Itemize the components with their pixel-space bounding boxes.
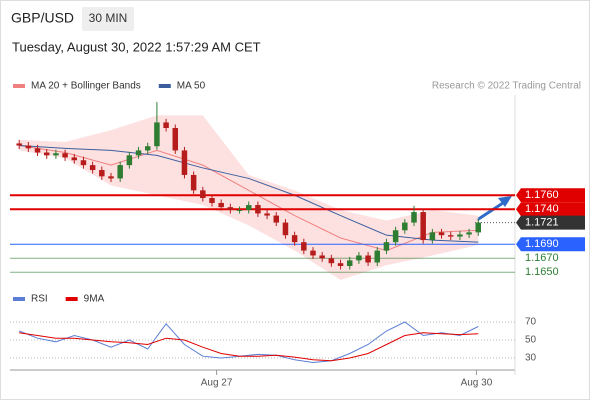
candle-body [25, 145, 32, 149]
candle-body [89, 165, 96, 171]
ma50-line [19, 145, 479, 243]
candle-body [420, 212, 426, 241]
candle-body [99, 170, 105, 177]
candle-body [402, 222, 408, 231]
candle-body [466, 232, 472, 235]
legend-label: MA 50 [177, 81, 206, 92]
candle-body [190, 174, 197, 191]
candle-body [144, 146, 151, 151]
candle-body [310, 250, 316, 256]
forecast-arrow [476, 199, 507, 222]
candle-body [245, 205, 252, 210]
candle-body [319, 255, 325, 259]
candle-body [126, 155, 133, 166]
candle-body [108, 176, 114, 179]
candle-body [117, 165, 123, 179]
x-tick-label: Aug 27 [201, 378, 233, 389]
legend-swatch [158, 84, 171, 88]
candle-body [135, 150, 142, 156]
legend-swatch [13, 297, 25, 301]
legend-label: RSI [31, 294, 48, 305]
candle-body [172, 128, 179, 151]
candle-body [301, 242, 307, 251]
level-label: 1.1721 [525, 216, 559, 228]
interval-badge[interactable] [82, 7, 134, 31]
candle-body [291, 235, 298, 243]
level-badge [516, 237, 585, 252]
level-label: 1.1740 [525, 203, 559, 215]
legend-label: 9MA [84, 294, 105, 305]
candle-body [163, 122, 169, 129]
interval[interactable]: 30 MIN [89, 11, 128, 25]
bollinger-band [19, 115, 479, 280]
candle-body [43, 152, 50, 156]
rsi-tick-label: 50 [525, 335, 537, 346]
rsi-ma-line [19, 332, 479, 362]
candle-body [475, 222, 482, 233]
legend-label: MA 20 + Bollinger Bands [31, 81, 141, 92]
candle-body [16, 143, 22, 146]
forecast-arrow-head [498, 196, 512, 207]
level-label: 1.1690 [525, 238, 559, 250]
candle-body [337, 263, 344, 266]
rsi-tick-label: 70 [525, 317, 537, 328]
candle-body [457, 234, 463, 237]
level-label: 1.1760 [525, 189, 559, 201]
candle-body [429, 232, 436, 241]
level-badge [516, 188, 585, 203]
candle-body [200, 190, 206, 199]
level-badge [516, 202, 585, 217]
candle-body [236, 209, 243, 211]
candle-body [383, 242, 390, 251]
candle-body [282, 222, 289, 236]
candle-body [365, 255, 371, 263]
candle-body [374, 250, 381, 263]
candle-body [392, 230, 399, 243]
legend-swatch [65, 297, 78, 301]
candle-body [181, 150, 188, 175]
candle-body [255, 205, 261, 214]
candle-body [34, 148, 41, 153]
candle-body [447, 235, 454, 237]
candle-body [80, 160, 87, 166]
credit: Research © 2022 Trading Central [432, 81, 581, 92]
candle-body [438, 232, 445, 236]
candle-body [53, 153, 59, 156]
rsi-line [18, 321, 479, 364]
level-label: 1.1650 [525, 266, 559, 278]
candle-body [154, 122, 160, 147]
candle-body [328, 258, 335, 264]
legend-swatch [13, 84, 25, 88]
candle-body [411, 212, 417, 223]
rsi-tick-label: 30 [525, 353, 537, 364]
candle-body [346, 260, 353, 266]
candle-body [218, 202, 224, 208]
timestamp: Tuesday, August 30, 2022 1:57:29 AM CET [12, 39, 261, 54]
candle-body [273, 215, 280, 223]
level-label: 1.1670 [525, 252, 559, 264]
symbol: GBP/USD [11, 10, 74, 26]
candle-body [227, 207, 234, 210]
candle-body [356, 255, 362, 261]
x-tick-label: Aug 30 [461, 378, 493, 389]
candle-body [264, 213, 270, 216]
level-badge [516, 215, 585, 230]
candle-body [62, 153, 68, 158]
candle-body [209, 198, 215, 203]
candle-body [71, 157, 78, 161]
